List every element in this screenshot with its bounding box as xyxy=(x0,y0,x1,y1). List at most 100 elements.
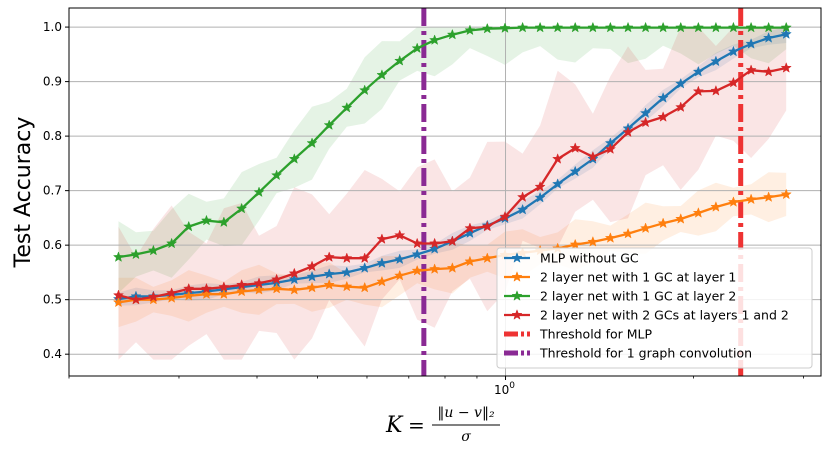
point-s2-36 xyxy=(727,196,740,207)
point-s3-4 xyxy=(166,237,178,249)
point-s3-1 xyxy=(112,251,125,262)
series-lines xyxy=(112,21,792,308)
point-s4-32 xyxy=(657,111,669,122)
legend-label-1: MLP without GC xyxy=(540,251,639,266)
point-s3-17 xyxy=(394,54,406,66)
point-s4-12 xyxy=(306,260,318,272)
point-s3-11 xyxy=(288,153,300,164)
point-s3-16 xyxy=(376,69,388,80)
point-s4-26 xyxy=(552,153,564,164)
point-s4-18 xyxy=(411,237,423,249)
point-s3-12 xyxy=(306,137,318,148)
point-s2-1 xyxy=(112,296,125,308)
point-s1-14 xyxy=(341,266,353,278)
point-s1-33 xyxy=(675,77,687,89)
threshold-lines xyxy=(421,8,744,376)
legend-label-6: Threshold for 1 graph convolution xyxy=(539,346,752,361)
point-s1-32 xyxy=(657,92,669,103)
point-s3-30 xyxy=(622,21,634,33)
point-s1-39 xyxy=(780,28,792,39)
point-s3-14 xyxy=(341,101,353,113)
point-s2-16 xyxy=(376,275,388,287)
point-s4-27 xyxy=(569,142,581,153)
point-s4-29 xyxy=(604,143,617,154)
point-s2-21 xyxy=(464,255,476,267)
point-s4-38 xyxy=(762,65,775,77)
point-s3-34 xyxy=(692,21,704,33)
point-s3-39 xyxy=(780,21,792,33)
point-s2-27 xyxy=(569,238,581,250)
legend-marker-1 xyxy=(511,252,523,263)
y-tick-label-7: 1.0 xyxy=(43,20,62,34)
point-s4-20 xyxy=(446,235,458,247)
point-s1-31 xyxy=(639,107,652,119)
point-s4-2 xyxy=(130,293,142,305)
point-s1-34 xyxy=(692,65,704,77)
point-s2-7 xyxy=(218,288,230,300)
x-tick-label-base: 10 xyxy=(494,383,509,397)
point-s4-11 xyxy=(288,267,300,279)
point-s2-10 xyxy=(270,282,283,294)
point-s4-24 xyxy=(516,191,529,202)
point-s2-6 xyxy=(200,288,213,300)
point-s2-19 xyxy=(429,263,441,274)
point-s1-36 xyxy=(727,45,740,57)
point-s2-30 xyxy=(622,227,634,239)
y-tick-label-5: 0.8 xyxy=(43,129,62,143)
point-s4-4 xyxy=(166,287,178,298)
point-s1-16 xyxy=(376,257,388,268)
point-s3-24 xyxy=(516,21,529,33)
band-series-1 xyxy=(118,27,787,306)
point-s4-15 xyxy=(359,252,371,264)
axis-ticks: 0.4 0.5 0.6 0.7 0.8 0.9 1.0 100 xyxy=(43,20,804,397)
point-s4-39 xyxy=(780,62,792,73)
point-s4-25 xyxy=(534,180,546,192)
point-s4-8 xyxy=(236,279,248,290)
point-s2-15 xyxy=(359,281,371,293)
y-tick-label-1: 0.4 xyxy=(43,347,62,361)
y-axis-label: Test Accuracy xyxy=(11,117,36,269)
point-s2-17 xyxy=(394,269,406,281)
point-s1-35 xyxy=(710,55,722,67)
point-s2-4 xyxy=(166,292,178,303)
point-s4-14 xyxy=(341,252,353,264)
x-label-lhs: K xyxy=(385,413,404,438)
point-s3-33 xyxy=(675,21,687,33)
point-s3-6 xyxy=(200,214,213,226)
point-s4-10 xyxy=(270,273,283,285)
point-s4-37 xyxy=(745,64,757,75)
point-s2-31 xyxy=(639,222,652,234)
point-s1-17 xyxy=(394,253,406,265)
point-s2-22 xyxy=(481,252,493,264)
point-s3-35 xyxy=(710,21,722,33)
point-s1-12 xyxy=(306,270,318,282)
x-axis-label: K = ‖u − v‖₂ σ xyxy=(385,405,500,445)
point-s4-9 xyxy=(253,277,265,289)
x-label-denominator: σ xyxy=(461,429,471,445)
legend: MLP without GC 2 layer net with 1 GC at l… xyxy=(496,247,813,369)
point-s3-2 xyxy=(130,248,142,260)
point-s2-32 xyxy=(657,217,669,229)
point-s2-33 xyxy=(675,213,687,224)
point-s2-34 xyxy=(692,207,704,218)
point-s3-26 xyxy=(552,21,564,33)
point-s1-18 xyxy=(411,248,423,260)
legend-box xyxy=(496,247,813,369)
point-s3-9 xyxy=(253,186,265,198)
x-label-equals: = xyxy=(408,413,425,437)
legend-marker-2 xyxy=(511,271,523,282)
point-s3-19 xyxy=(429,34,441,45)
point-s1-25 xyxy=(534,191,546,203)
point-s3-38 xyxy=(762,21,775,33)
legend-label-3: 2 layer net with 1 GC at layer 2 xyxy=(540,289,736,304)
point-s3-7 xyxy=(218,216,230,228)
point-s4-6 xyxy=(200,282,213,294)
point-s1-37 xyxy=(745,38,757,49)
point-s2-14 xyxy=(341,280,353,292)
point-s4-36 xyxy=(727,76,740,88)
legend-label-4: 2 layer net with 2 GCs at layers 1 and 2 xyxy=(540,308,789,323)
point-s4-17 xyxy=(394,229,406,241)
point-s2-29 xyxy=(604,232,617,243)
x-tick-label-major: 100 xyxy=(494,381,515,397)
